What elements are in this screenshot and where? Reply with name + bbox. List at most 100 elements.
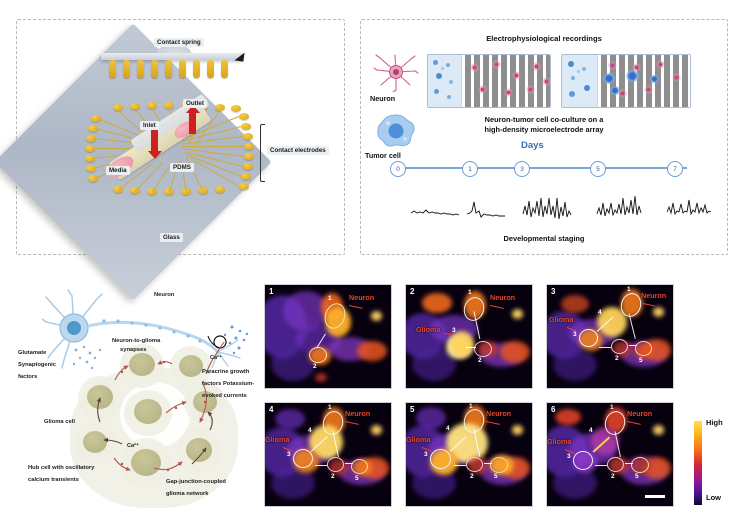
roi-number: 3 [567,453,571,460]
label-gap-line1: Gap-junction-coupled [166,479,226,485]
label-contact-electrodes: Contact electrodes [267,146,329,156]
calcium-frame[interactable]: 1 1 2 Neuron [264,284,392,389]
panel-a-chip-schematic: Contact spring Outlet Inlet Media PDMS C… [0,19,345,301]
timeline-node-0[interactable]: 0 [390,161,406,177]
contact-pad [113,104,123,111]
roi-outline [309,347,327,363]
glioma-cell [83,431,107,453]
neuron-pointer-arrow [348,305,363,310]
tumor-cell-icon [377,114,415,147]
contact-pad [88,125,98,132]
roi-number: 4 [589,427,593,434]
glioma-cell [179,355,203,377]
spring-pin [207,60,214,78]
contact-pad [241,173,251,180]
calcium-propagation-arrows [96,341,225,472]
roi-number: 2 [611,473,615,480]
timeline-title: Days [521,140,544,151]
contact-pad [86,165,96,172]
roi-number: 1 [468,289,472,296]
mea-reservoir-well [562,55,598,107]
roi-outline [351,459,368,474]
panel-d-calcium-imaging-sequence: 1 1 2 Neuron 2 1 2 3 Neuron Glioma [264,284,674,509]
frame-index: 3 [551,287,556,296]
roi-number: 1 [328,404,332,411]
roi-number: 2 [470,473,474,480]
label-hub-line1: Hub cell with oscillatory [28,465,95,471]
timeline-node-5[interactable]: 5 [590,161,606,177]
contact-pad [244,153,254,160]
panel-b-electrophysiology: Electrophysiological recordings Neuron T… [360,19,728,255]
scale-bar [645,495,665,498]
calcium-frame[interactable]: 5 1 2 3 4 5 Neuron Glioma [405,402,533,507]
neuron-pointer-arrow [485,421,500,426]
label-glioma: Glioma [416,325,441,334]
contact-electrodes-brace [260,124,265,182]
label-neuron: Neuron [490,293,516,302]
roi-outline [611,339,628,354]
roi-outline [631,457,649,473]
contact-pad [239,183,249,190]
contact-pad [243,133,253,140]
label-neuron: Neuron [486,409,512,418]
label-neuron-to-glioma-line1: Neuron-to-glioma [112,338,161,344]
roi-outline [293,449,313,468]
roi-outline [607,457,624,472]
timeline-node-3[interactable]: 3 [514,161,530,177]
mea-reservoir-well [428,55,462,107]
intensity-colorbar [694,421,702,505]
roi-outline [466,457,483,472]
calcium-frame[interactable]: 2 1 2 3 Neuron Glioma [405,284,533,389]
contact-pad [243,163,253,170]
legend-label-neuron: Neuron [370,94,396,103]
roi-number: 1 [627,286,631,293]
roi-outline [573,451,593,470]
calcium-frame[interactable]: 3 1 2 3 4 5 Neuron Glioma [546,284,674,389]
roi-number: 2 [615,355,619,362]
label-glass: Glass [160,233,183,243]
neuron-pointer-arrow [344,421,359,426]
label-glioma: Glioma [547,437,572,446]
contact-pad [85,155,95,162]
roi-number: 4 [598,309,602,316]
spring-pin [137,60,144,78]
contact-pad [231,105,241,112]
label-glioma: Glioma [549,315,574,324]
contact-pad [88,175,98,182]
label-synaptogenic: Synaptogenic [18,362,57,368]
calcium-frame[interactable]: 4 1 2 3 4 5 Neuron Glioma [264,402,392,507]
frame-index: 4 [269,405,274,414]
microelectrode-array-region [461,55,550,107]
roi-outline [430,449,451,469]
contact-pad [244,143,254,150]
synapse-vesicles-icon [207,325,249,355]
roi-number: 1 [469,403,473,410]
label-neuron-to-glioma-line2: synapses [120,347,147,353]
calcium-frame[interactable]: 6 1 2 3 4 5 Neuron Glioma [546,402,674,507]
glutamate-vesicles-icon [72,345,102,370]
timeline-axis [397,167,687,169]
mea-culture-neurons-only [427,54,551,108]
label-factors: factors [18,374,38,380]
spring-pin [193,60,200,78]
glioma-cell [87,385,113,409]
label-paracrine-line3: evoked currents [202,393,247,399]
roi-number: 3 [287,451,291,458]
outlet-arrow-icon [185,105,200,134]
panel-b-caption-line1: Neuron-tumor cell co-culture on a [484,115,604,124]
contact-spring-tip-icon [234,51,245,62]
roi-number: 2 [478,357,482,364]
timeline-node-1[interactable]: 1 [462,161,478,177]
label-contact-spring: Contact spring [154,38,204,48]
label-outlet: Outlet [183,99,207,109]
roi-number: 5 [635,473,639,480]
timeline-node-7[interactable]: 7 [667,161,683,177]
spring-pin [179,60,186,78]
spring-pin [165,60,172,78]
contact-pad [241,123,251,130]
mea-culture-co-culture [561,54,691,108]
contact-pad [86,135,96,142]
label-inlet: Inlet [140,121,159,131]
roi-outline [474,341,492,357]
label-glioma-cell: Glioma cell [44,419,75,425]
